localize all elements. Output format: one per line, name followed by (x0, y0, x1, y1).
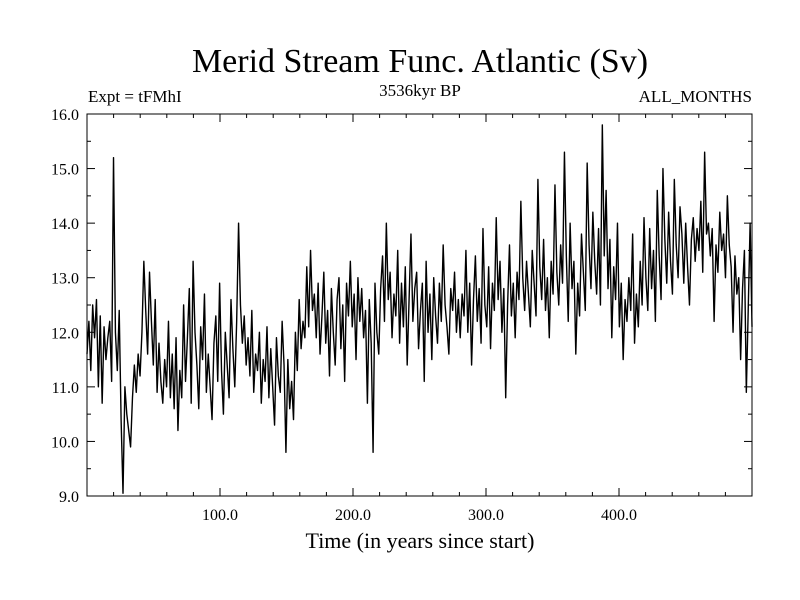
x-tick-label: 300.0 (468, 507, 504, 524)
y-tick-label: 9.0 (59, 489, 79, 506)
x-tick-label: 400.0 (601, 507, 637, 524)
y-tick-label: 10.0 (51, 434, 79, 451)
chart-title: Merid Stream Func. Atlantic (Sv) (192, 43, 648, 80)
plot-area: 9.0 10.0 11.0 12.0 13.0 14.0 15.0 16.0 100.0 200.… (51, 107, 753, 524)
series-line (86, 124, 753, 494)
period-label: 3536kyr BP (379, 81, 461, 100)
y-tick-label: 14.0 (51, 216, 79, 233)
plot-frame (86, 113, 753, 497)
x-axis-label: Time (in years since start) (306, 528, 535, 553)
experiment-label: Expt = tFMhI (88, 87, 182, 106)
y-tick-label: 11.0 (52, 380, 79, 397)
y-tick-label: 13.0 (51, 271, 79, 288)
months-label: ALL_MONTHS (639, 87, 752, 106)
x-tick-label: 100.0 (202, 507, 238, 524)
y-tick-label: 15.0 (51, 162, 79, 179)
y-tick-label: 16.0 (51, 107, 79, 124)
y-tick-label: 12.0 (51, 325, 79, 342)
x-tick-label: 200.0 (335, 507, 371, 524)
